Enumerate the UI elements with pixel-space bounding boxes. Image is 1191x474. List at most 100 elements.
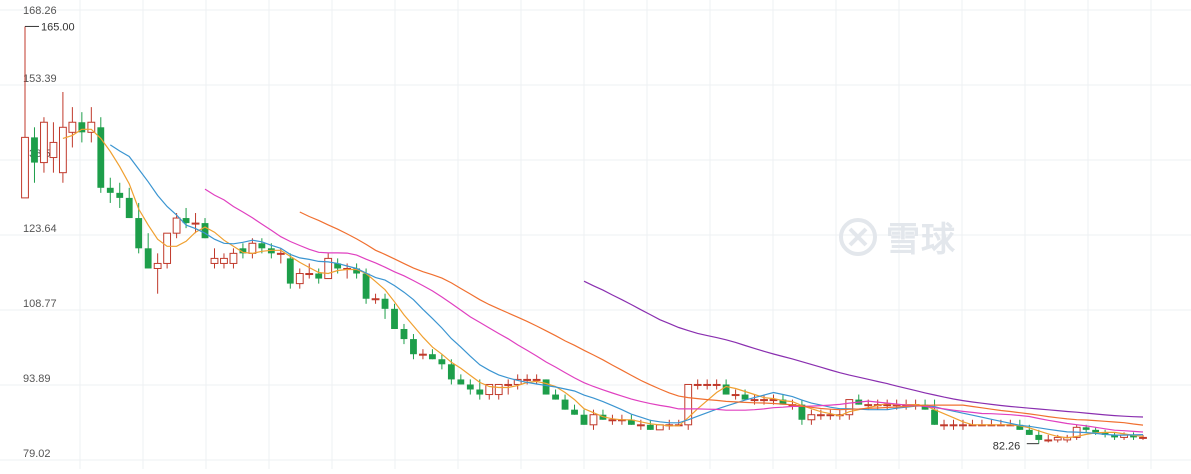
candle-body-down: [779, 399, 787, 405]
candle-body-down: [391, 308, 398, 329]
ma-line-60: [583, 280, 1144, 418]
candle-body-up: [40, 121, 48, 164]
candle-body-down: [447, 364, 455, 380]
candle-body-down: [400, 328, 408, 340]
candle-body-down: [286, 258, 294, 284]
candle-body-up: [532, 378, 541, 381]
candle-body-up: [172, 217, 181, 234]
candle-body-up: [760, 399, 768, 402]
candle-body-up: [210, 257, 219, 264]
candle-body-up: [153, 262, 162, 269]
candle-body-up: [295, 273, 304, 285]
candle-body-up: [703, 383, 712, 386]
candle-body-down: [125, 197, 133, 219]
y-tick-label: 153.39: [23, 73, 57, 85]
candle-body-up: [940, 424, 948, 427]
candle-body-up: [712, 383, 721, 386]
candle-body-down: [410, 339, 417, 355]
candle-body-up: [504, 383, 513, 386]
candle-body-down: [722, 384, 730, 395]
ma-line-30: [299, 211, 1144, 426]
candle-body-up: [523, 378, 532, 381]
candle-body-up: [684, 383, 693, 426]
candle-body-up: [68, 121, 77, 133]
candle-body-down: [239, 248, 247, 254]
y-tick-label: 108.77: [23, 298, 57, 310]
candle-body-down: [1025, 429, 1033, 435]
high-annotation: 165.00: [41, 21, 75, 33]
candle-body-down: [258, 243, 266, 249]
y-tick-label: 123.64: [23, 223, 57, 235]
ma-line-10: [109, 144, 1144, 436]
watermark-text: 雪球: [886, 221, 956, 259]
watermark: 雪球: [838, 212, 956, 261]
candle-body-down: [362, 273, 370, 299]
candle-body-down: [542, 379, 550, 395]
candle-body-up: [163, 232, 172, 264]
candle-body-up: [324, 257, 333, 280]
candle-body-down: [561, 399, 569, 410]
low-annotation: 82.26: [993, 441, 1021, 453]
y-tick-label: 79.02: [23, 448, 51, 460]
candle-body-up: [769, 399, 778, 402]
ma-line-5: [62, 128, 1144, 439]
candle-body-up: [305, 273, 314, 276]
candle-body-down: [97, 127, 105, 188]
candle-body-down: [1016, 424, 1024, 430]
candle-body-down: [931, 409, 938, 425]
candle-body-up: [1044, 439, 1053, 442]
candle-body-down: [144, 248, 152, 269]
candle-body-down: [78, 122, 86, 133]
candle-body-down: [921, 404, 929, 410]
candle-body-down: [106, 187, 114, 193]
candle-body-up: [589, 414, 598, 426]
candle-body-down: [315, 273, 323, 279]
candle-body-down: [1101, 432, 1109, 435]
candle-body-down: [627, 419, 635, 425]
candle-body-up: [845, 399, 854, 416]
candle-body-down: [182, 218, 190, 224]
candle-body-up: [750, 399, 759, 402]
candle-body-down: [476, 389, 484, 395]
candle-body-down: [798, 404, 806, 420]
candle-body-up: [807, 414, 816, 421]
candle-body-up: [21, 136, 29, 199]
candle-body-down: [741, 394, 749, 400]
candle-body-down: [1092, 429, 1100, 433]
ma-line-20: [204, 188, 1144, 433]
candle-body-up: [731, 394, 740, 397]
candle-body-up: [826, 414, 835, 417]
y-tick-label: 93.89: [23, 373, 51, 385]
candle-body-down: [571, 409, 578, 415]
candle-body-down: [552, 394, 559, 400]
candle-body-up: [229, 252, 238, 264]
candle-body-up: [949, 424, 958, 427]
candle-body-up: [58, 126, 67, 174]
candle-body-up: [191, 222, 200, 225]
candle-body-down: [381, 298, 389, 309]
candle-body-up: [883, 404, 892, 407]
candle-body-up: [494, 383, 503, 396]
candle-body-down: [31, 137, 38, 163]
candle-body-up: [49, 141, 58, 159]
candle-body-up: [864, 404, 873, 407]
candle-body-up: [419, 353, 427, 356]
candle-body-down: [1130, 434, 1137, 438]
candle-body-down: [1035, 434, 1043, 440]
candle-body-up: [608, 419, 617, 422]
snowball-logo-icon: [839, 217, 877, 256]
candle-body-up: [1139, 436, 1147, 439]
candle-body-down: [438, 359, 446, 365]
candle-body-up: [959, 424, 967, 427]
candle-body-up: [485, 383, 494, 396]
candle-body-down: [428, 354, 436, 360]
candle-body-up: [371, 298, 380, 301]
candle-body-up: [276, 252, 285, 255]
candle-body-down: [1111, 434, 1118, 438]
candle-body-up: [636, 424, 645, 427]
candle-body-up: [248, 242, 257, 254]
candle-body-down: [466, 384, 474, 390]
candle-body-up: [816, 414, 825, 417]
